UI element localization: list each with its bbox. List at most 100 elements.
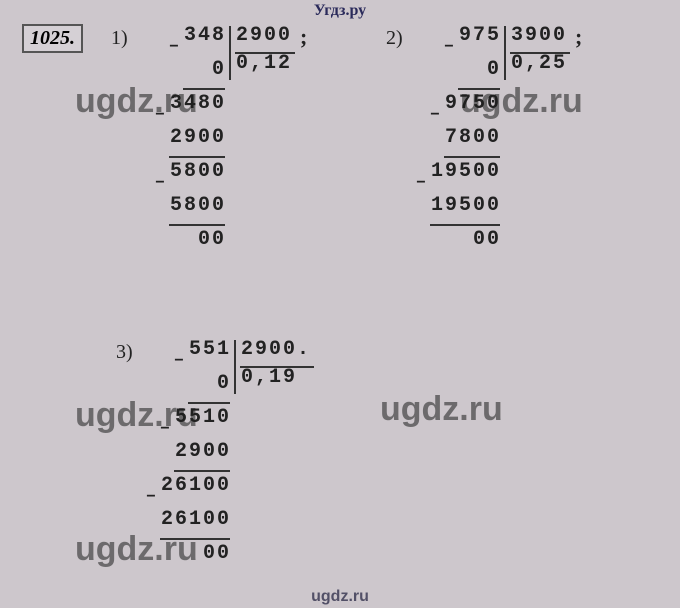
digit: 5 — [188, 408, 202, 428]
quotient-value: 0,19 — [240, 368, 314, 388]
digit: 0 — [197, 162, 211, 182]
digit: . — [296, 340, 310, 360]
digit: 0 — [552, 26, 566, 46]
digit: 0 — [472, 230, 486, 250]
digit — [183, 60, 197, 80]
digit: 1 — [188, 510, 202, 530]
division-vline — [229, 26, 231, 80]
digit: 0 — [211, 94, 225, 114]
digit: 0 — [211, 162, 225, 182]
long-division: 2)39000,25; 975− 0 9750− 780019500−19500… — [430, 26, 500, 264]
digit: 9 — [444, 196, 458, 216]
calc-row: 26100− — [160, 476, 230, 510]
digit: 2 — [169, 128, 183, 148]
long-division: 1)29000,12; 348− 0 3480− 2900 5800− 5800… — [155, 26, 225, 264]
underline — [444, 156, 500, 158]
calc-row: 00 — [160, 544, 230, 578]
digit: 0 — [216, 544, 230, 564]
digit: 7 — [444, 128, 458, 148]
digit — [160, 374, 174, 394]
digit: 3 — [510, 26, 524, 46]
digit: 0 — [240, 368, 254, 388]
digit — [155, 128, 169, 148]
digit — [160, 544, 174, 564]
digit: 5 — [552, 54, 566, 74]
digit: 7 — [472, 26, 486, 46]
minus-sign: − — [160, 421, 170, 437]
digit — [444, 230, 458, 250]
digit: 0 — [216, 374, 230, 394]
digit: 9 — [282, 368, 296, 388]
long-division: 3)2900.0,19 551− 0 5510− 290026100−26100… — [160, 340, 230, 578]
digit: 0 — [211, 128, 225, 148]
digit: 9 — [444, 162, 458, 182]
digit: 0 — [277, 26, 291, 46]
digit — [155, 60, 169, 80]
digit: 0 — [216, 510, 230, 530]
subproblem-label: 3) — [116, 342, 133, 362]
digit: 1 — [268, 368, 282, 388]
digit: 5 — [472, 94, 486, 114]
calc-row: 0 — [155, 60, 225, 94]
digit: 0 — [216, 442, 230, 462]
calc-row: 00 — [155, 230, 225, 264]
calc-row: 975− — [430, 26, 500, 60]
minus-sign: − — [146, 489, 156, 505]
digit — [430, 26, 444, 46]
digit: 5 — [458, 196, 472, 216]
digit: 0 — [202, 544, 216, 564]
underline — [183, 88, 225, 90]
calc-row: 348− — [155, 26, 225, 60]
digit: 0 — [202, 442, 216, 462]
digit: 0 — [197, 230, 211, 250]
digit: 2 — [160, 510, 174, 530]
digit: 5 — [174, 408, 188, 428]
digit: 0 — [197, 128, 211, 148]
digit: 0 — [486, 196, 500, 216]
calc-row: 5800 — [155, 196, 225, 230]
digit: 4 — [183, 94, 197, 114]
digit: 9 — [444, 94, 458, 114]
digit: 9 — [249, 26, 263, 46]
calc-row: 551− — [160, 340, 230, 374]
semicolon: ; — [300, 26, 307, 48]
digit: 8 — [183, 196, 197, 216]
digit: 0 — [486, 162, 500, 182]
minus-sign: − — [444, 39, 454, 55]
page-header: Угдз.ру — [0, 0, 680, 20]
division-vline — [504, 26, 506, 80]
digit: 0 — [486, 128, 500, 148]
digit: 0 — [235, 54, 249, 74]
underline — [160, 538, 230, 540]
digit: 3 — [169, 94, 183, 114]
digit — [169, 60, 183, 80]
digit: 9 — [524, 26, 538, 46]
underline — [188, 402, 230, 404]
quotient-value: 0,25 — [510, 54, 570, 74]
digit: 1 — [430, 162, 444, 182]
digit: , — [254, 368, 268, 388]
digit: 0 — [486, 60, 500, 80]
digit: 0 — [538, 26, 552, 46]
calc-row: 9750− — [430, 94, 500, 128]
digit — [174, 544, 188, 564]
subproblem-label: 1) — [111, 28, 128, 48]
digit: 0 — [472, 162, 486, 182]
digit: 0 — [202, 510, 216, 530]
minus-sign: − — [174, 353, 184, 369]
digit — [197, 60, 211, 80]
digit: 0 — [282, 340, 296, 360]
digit — [472, 60, 486, 80]
quotient-value: 0,12 — [235, 54, 295, 74]
digit: 0 — [197, 196, 211, 216]
digit: 5 — [486, 26, 500, 46]
semicolon: ; — [575, 26, 582, 48]
digit — [430, 128, 444, 148]
digit: 8 — [183, 162, 197, 182]
calc-row: 00 — [430, 230, 500, 264]
calc-row: 7800 — [430, 128, 500, 162]
digit: 5 — [169, 196, 183, 216]
digit: 0 — [202, 476, 216, 496]
digit: 0 — [472, 196, 486, 216]
digit: 0 — [211, 196, 225, 216]
